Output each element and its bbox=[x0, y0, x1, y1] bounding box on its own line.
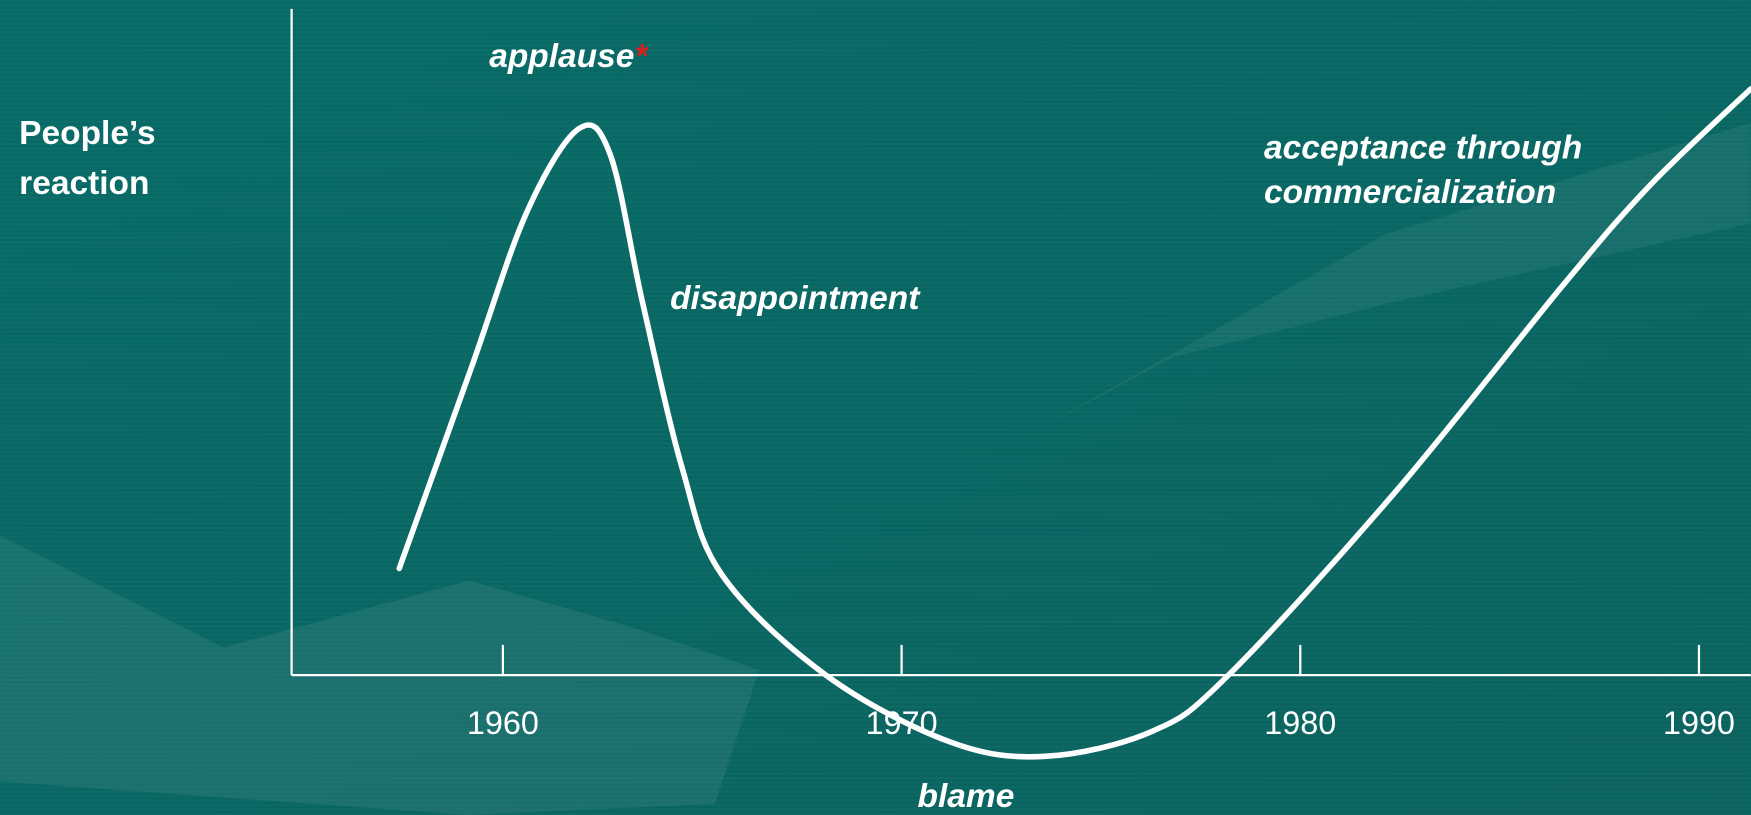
y-axis-label: People’s bbox=[19, 115, 155, 152]
annotation: applause* bbox=[489, 38, 649, 75]
background-texture bbox=[0, 0, 1751, 815]
annotation-star: * bbox=[634, 38, 649, 75]
y-axis-label: reaction bbox=[19, 165, 149, 202]
annotation: blame bbox=[918, 778, 1015, 815]
x-tick-label: 1960 bbox=[467, 705, 539, 741]
chart: People’s reaction applause* disappointme… bbox=[0, 0, 1751, 815]
annotation: acceptance through bbox=[1264, 129, 1582, 166]
x-tick-label: 1990 bbox=[1663, 705, 1735, 741]
page: {"chart_data": { "type": "line", "ylabel… bbox=[0, 0, 1751, 815]
annotation: disappointment bbox=[670, 280, 921, 317]
x-tick-label: 1980 bbox=[1264, 705, 1336, 741]
annotation-text: applause bbox=[489, 38, 634, 75]
annotation: commercialization bbox=[1264, 174, 1556, 211]
